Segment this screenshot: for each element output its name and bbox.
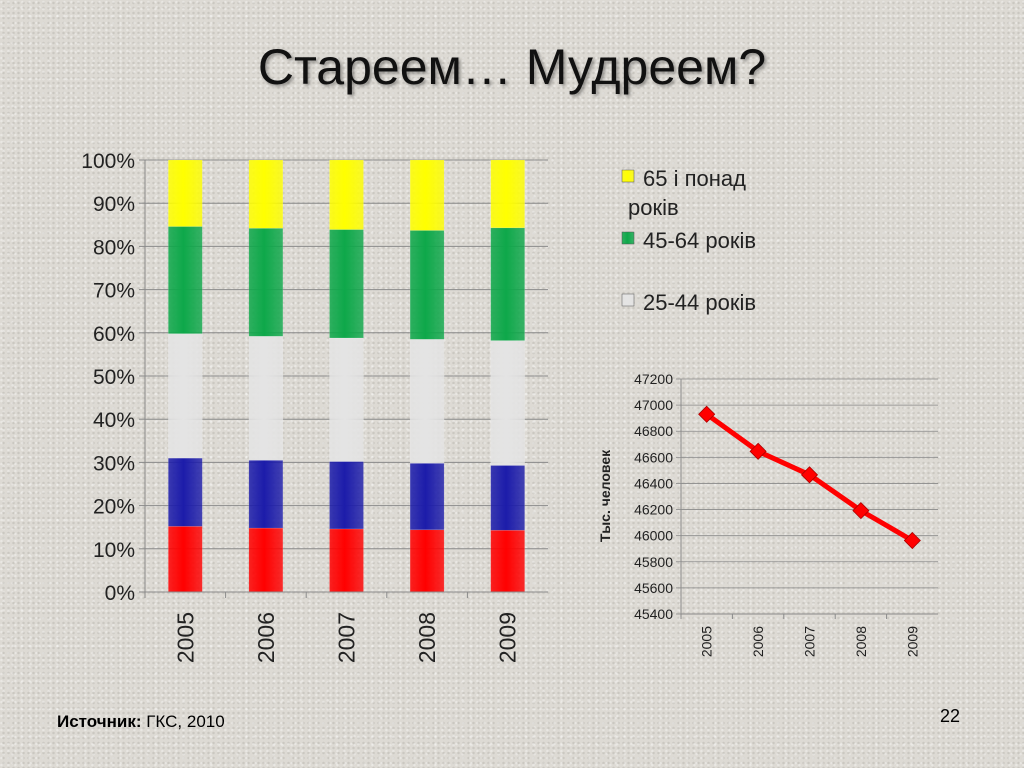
bar-segment [329,461,364,530]
bar-y-tick-label: 20% [93,496,135,519]
line-x-tick-label: 2006 [750,626,766,657]
line-y-tick-label: 46600 [634,449,673,465]
source-value: ГКС, 2010 [141,712,225,731]
line-y-tick-label: 46800 [634,423,673,439]
line-point [903,531,921,550]
bar-segment [409,529,445,593]
bar-y-tick-label: 50% [93,366,135,389]
bar-y-tick-label: 60% [93,323,135,346]
line-y-tick-label: 47200 [634,371,673,387]
line-point [800,466,819,484]
legend-label: 65 і понад років [628,166,746,220]
legend-label: 25-44 років [643,290,756,315]
bar-segment [490,340,525,466]
bar-y-tick-label: 70% [93,280,135,303]
bar-segment [329,229,364,339]
bar-x-tick-label: 2007 [334,612,360,663]
bar-segment [248,527,284,593]
line-y-axis-title: Тыс. человек [597,449,613,542]
line-y-tick-label: 45600 [634,580,673,596]
bar-segment [168,457,203,527]
line-y-tick-label: 47000 [634,397,673,413]
bar-y-tick-label: 40% [93,409,135,432]
bar-segment [490,465,525,531]
slide-title: Стареем… Мудреем? [257,39,767,95]
bar-y-tick-label: 100% [81,150,135,173]
line-y-tick-label: 46400 [634,475,673,491]
bar-y-tick-label: 30% [93,452,135,475]
bar-y-tick-label: 0% [105,582,135,605]
line-y-tick-label: 46200 [634,502,673,518]
source-label: Источник: [57,712,142,731]
legend-label: 45-64 років [643,228,756,253]
bar-segment [329,528,364,593]
bar-segment [329,337,364,462]
line-y-tick-label: 45800 [634,554,673,570]
bar-segment [248,228,284,337]
bar-segment [490,159,525,229]
line-x-tick-label: 2009 [904,626,920,657]
bar-segment [409,230,445,340]
bar-x-tick-label: 2008 [414,612,440,663]
line-x-tick-label: 2008 [853,626,869,657]
line-y-tick-label: 46000 [634,528,673,544]
source-note: Источник: ГКС, 2010 [57,712,225,732]
bar-segment [329,159,364,230]
bar-segment [409,463,445,531]
legend-swatch [621,231,635,245]
bar-segment [168,333,203,459]
bar-segment [490,529,525,593]
line-y-tick-label: 45400 [634,606,673,622]
bar-x-tick-label: 2006 [253,612,279,663]
bar-segment [248,459,284,529]
page-number: 22 [940,706,961,726]
bar-y-tick-label: 90% [93,193,135,216]
bar-x-tick-label: 2005 [172,612,198,663]
bar-segment [490,227,525,341]
line-point [852,502,870,520]
legend-swatch [621,293,635,307]
line-point [749,442,767,460]
line-x-tick-label: 2005 [699,626,715,657]
bar-segment [168,226,203,334]
bar-y-tick-label: 80% [93,236,135,259]
bar-x-tick-label: 2009 [495,612,521,663]
legend-swatch [621,169,635,183]
bar-segment [168,159,203,227]
bar-segment [409,159,445,231]
line-point [698,405,716,423]
bar-segment [168,526,203,593]
bar-segment [248,159,284,229]
bar-y-tick-label: 10% [93,539,135,562]
bar-segment [409,339,445,464]
line-x-tick-label: 2007 [802,626,818,657]
bar-segment [248,336,284,461]
